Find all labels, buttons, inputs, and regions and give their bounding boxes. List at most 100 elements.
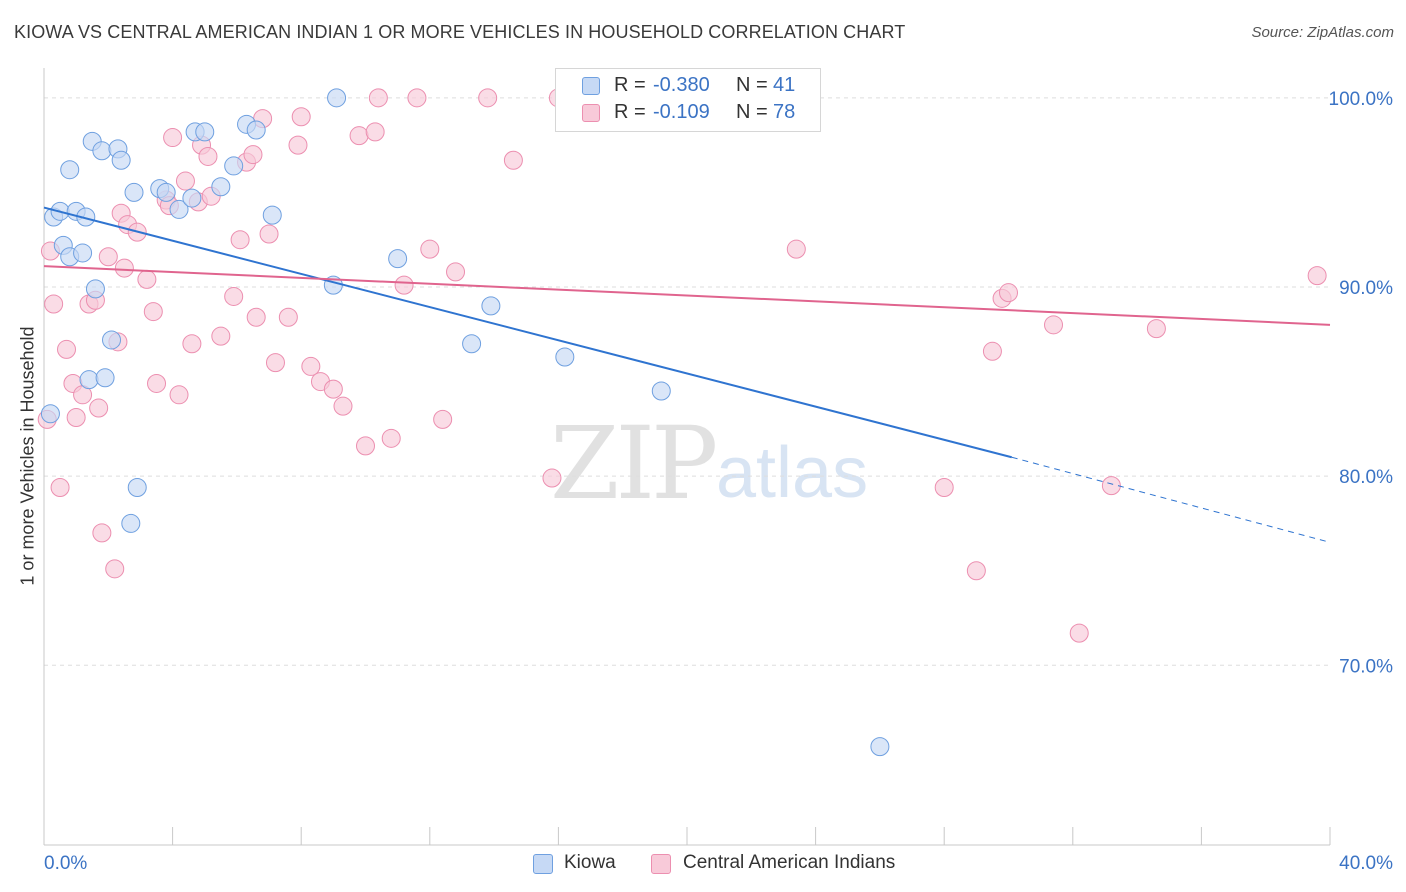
central-american-point xyxy=(57,339,77,359)
series-swatch-kiowa xyxy=(533,854,553,874)
central-american-point xyxy=(89,398,109,418)
kiowa-point xyxy=(111,150,131,170)
kiowa-point xyxy=(388,249,408,269)
watermark-zip: ZIP xyxy=(550,405,718,522)
central-american-point xyxy=(1307,266,1327,286)
kiowa-trend-line xyxy=(43,206,1012,459)
central-american-point xyxy=(182,334,202,354)
central-american-point xyxy=(1069,623,1089,643)
kiowa-point xyxy=(40,404,60,424)
central-american-point xyxy=(259,224,279,244)
kiowa-point xyxy=(182,188,202,208)
central-american-point xyxy=(224,286,244,306)
central-american-point xyxy=(98,247,118,267)
legend-r-label: R = xyxy=(614,74,646,96)
y-tick-label: 70.0% xyxy=(1339,656,1393,677)
central-american-point xyxy=(92,523,112,543)
central-american-point xyxy=(349,126,369,146)
central-american-point xyxy=(278,307,298,327)
kiowa-trend-extension xyxy=(1011,456,1331,543)
kiowa-point xyxy=(95,368,115,388)
central-american-point xyxy=(365,122,385,142)
kiowa-point xyxy=(211,177,231,197)
central-american-point xyxy=(786,239,806,259)
y-axis-label: 1 or more Vehicles in Household xyxy=(17,326,38,586)
legend-swatch-central xyxy=(582,104,600,122)
series-label-central: Central American Indians xyxy=(683,852,896,873)
central-american-point xyxy=(230,230,250,250)
central-american-point xyxy=(1101,476,1121,496)
series-swatch-central xyxy=(651,854,671,874)
series-label-kiowa: Kiowa xyxy=(564,852,616,873)
legend-swatch-kiowa xyxy=(582,77,600,95)
x-tick-label: 40.0% xyxy=(1339,853,1393,874)
central-american-point xyxy=(446,262,466,282)
x-tick-label: 0.0% xyxy=(44,853,87,874)
central-american-point xyxy=(323,379,343,399)
kiowa-point xyxy=(156,182,176,202)
central-american-point xyxy=(934,477,954,497)
legend-n-label: N = xyxy=(736,101,768,123)
central-american-point xyxy=(50,477,70,497)
legend-r-value: -0.380 xyxy=(653,74,710,96)
kiowa-point xyxy=(127,477,147,497)
central-american-point xyxy=(163,128,183,148)
y-tick-label: 90.0% xyxy=(1339,278,1393,299)
central-american-point xyxy=(368,88,388,108)
y-tick-label: 100.0% xyxy=(1329,89,1394,110)
central-american-point xyxy=(999,283,1018,303)
central-american-trend-line xyxy=(43,265,1331,326)
kiowa-point xyxy=(462,334,482,354)
central-american-point xyxy=(982,341,1002,361)
central-american-point xyxy=(114,258,134,278)
central-american-point xyxy=(66,408,86,428)
kiowa-point xyxy=(60,160,80,180)
kiowa-point xyxy=(73,243,93,263)
legend-n-value: 41 xyxy=(773,74,796,96)
central-american-point xyxy=(420,239,440,259)
kiowa-point xyxy=(195,122,215,142)
central-american-point xyxy=(169,385,189,405)
central-american-point xyxy=(137,269,157,289)
central-american-point xyxy=(478,88,498,108)
central-american-point xyxy=(407,88,427,108)
y-tick-label: 80.0% xyxy=(1339,467,1393,488)
central-american-point xyxy=(394,275,414,295)
kiowa-point xyxy=(102,330,122,350)
kiowa-point xyxy=(92,141,112,161)
central-american-point xyxy=(503,150,523,170)
central-american-point xyxy=(143,302,163,322)
kiowa-point xyxy=(121,513,141,533)
kiowa-point xyxy=(246,120,266,140)
central-american-point xyxy=(301,356,321,376)
kiowa-point xyxy=(481,296,501,316)
kiowa-point xyxy=(85,279,105,299)
legend-r-value: -0.109 xyxy=(653,101,710,123)
legend-row-kiowa: R = -0.380 N = 41 xyxy=(556,74,820,100)
central-american-point xyxy=(542,468,562,488)
kiowa-point xyxy=(262,205,282,225)
legend-row-central: R = -0.109 N = 78 xyxy=(556,101,820,127)
central-american-point xyxy=(333,396,353,416)
central-american-point xyxy=(175,171,195,191)
central-american-point xyxy=(381,428,401,448)
legend-n-label: N = xyxy=(736,74,768,96)
central-american-point xyxy=(356,436,375,456)
kiowa-point xyxy=(124,182,144,202)
chart-title: KIOWA VS CENTRAL AMERICAN INDIAN 1 OR MO… xyxy=(14,22,906,42)
watermark-atlas: atlas xyxy=(716,433,869,513)
central-american-point xyxy=(211,326,231,346)
central-american-point xyxy=(291,107,311,127)
kiowa-point xyxy=(169,199,189,219)
kiowa-point xyxy=(224,156,244,176)
central-american-point xyxy=(198,146,218,166)
central-american-point xyxy=(265,353,285,373)
kiowa-point xyxy=(327,88,347,108)
kiowa-point xyxy=(555,347,575,367)
legend-r-label: R = xyxy=(614,101,646,123)
kiowa-point xyxy=(870,737,890,757)
central-american-point xyxy=(44,294,64,314)
central-american-point xyxy=(1146,319,1166,339)
central-american-point xyxy=(288,135,308,155)
